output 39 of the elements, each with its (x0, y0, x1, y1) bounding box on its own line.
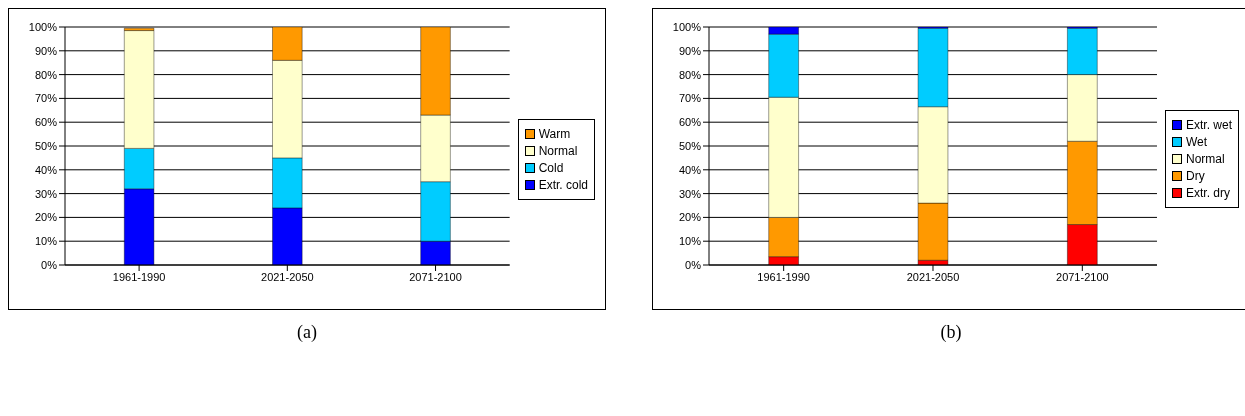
y-tick-label: 40% (678, 163, 702, 176)
x-tick-label: 1961-1990 (757, 270, 810, 283)
y-tick-label: 100% (672, 20, 702, 33)
legend-label: Extr. wet (1185, 118, 1232, 132)
y-tick-label: 100% (28, 20, 58, 33)
y-tick-label: 70% (34, 92, 58, 105)
x-tick-label: 2021-2050 (261, 270, 314, 283)
y-tick-label: 30% (34, 187, 58, 200)
y-tick-label: 30% (678, 187, 702, 200)
y-tick-label: 60% (34, 116, 58, 129)
x-tick-label: 2021-2050 (906, 270, 960, 283)
legend-label: Cold (537, 160, 565, 175)
legend-label: Wet (1185, 135, 1209, 149)
y-tick-label: 80% (678, 68, 702, 81)
x-tick-label: 2071-2100 (1056, 270, 1109, 283)
y-tick-label: 50% (34, 139, 58, 152)
x-tick-label: 2071-2100 (409, 270, 462, 283)
legend-label: Extr. cold (537, 177, 588, 192)
y-tick-label: 40% (34, 163, 58, 176)
y-tick-label: 50% (678, 139, 702, 152)
legend-label: Extr. dry (1185, 186, 1231, 200)
y-tick-label: 90% (34, 44, 58, 57)
legend-label: Normal (1185, 152, 1226, 166)
legend-label: Normal (537, 143, 579, 158)
y-tick-label: 80% (34, 68, 58, 81)
y-tick-label: 0% (685, 258, 702, 271)
text: (b) (940, 322, 962, 343)
y-tick-label: 90% (678, 44, 702, 57)
text: (a) (297, 322, 317, 343)
y-tick-label: 60% (678, 116, 702, 129)
y-tick-label: 0% (41, 258, 58, 271)
legend-label: Dry (1185, 169, 1206, 183)
y-tick-label: 20% (34, 211, 58, 224)
y-tick-label: 20% (678, 211, 702, 224)
x-tick-label: 1961-1990 (112, 270, 166, 283)
y-tick-label: 10% (678, 235, 702, 248)
y-tick-label: 10% (34, 235, 58, 248)
y-tick-label: 70% (678, 92, 702, 105)
legend-label: Warm (537, 126, 572, 141)
